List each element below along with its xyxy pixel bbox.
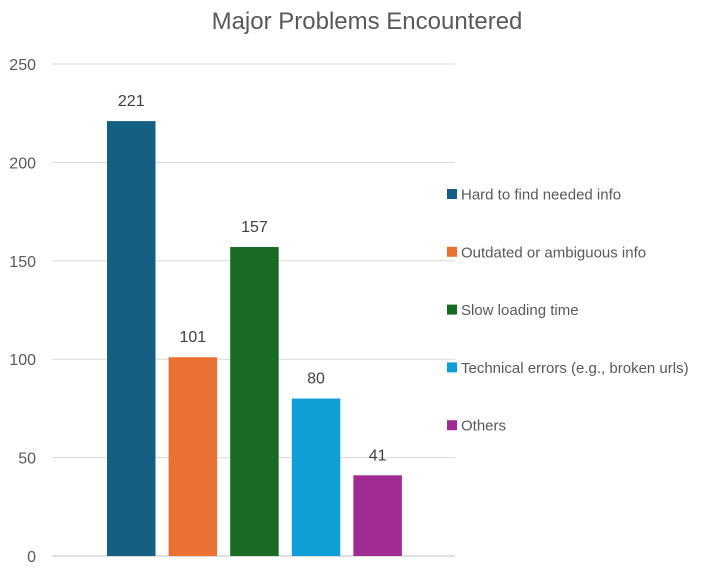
chart-title: Major Problems Encountered — [212, 8, 523, 35]
bar — [230, 247, 279, 557]
legend-swatch — [447, 246, 457, 257]
bar — [107, 121, 156, 557]
data-label: 157 — [241, 219, 268, 236]
bar — [291, 398, 341, 556]
legend-label: Slow loading time — [461, 302, 579, 319]
data-label: 221 — [118, 93, 145, 110]
y-tick-label: 200 — [9, 155, 36, 172]
y-tick-label: 250 — [9, 57, 36, 74]
data-label: 101 — [179, 329, 206, 346]
legend-swatch — [447, 189, 457, 199]
legend-swatch — [447, 304, 457, 315]
y-tick-label: 150 — [9, 254, 36, 271]
legend-swatch — [447, 420, 457, 431]
y-tick-label: 50 — [18, 451, 36, 468]
legend-label: Others — [461, 418, 506, 435]
legend-label: Hard to find needed info — [461, 187, 621, 204]
y-tick-label: 100 — [9, 352, 36, 369]
y-tick-label: 0 — [27, 549, 36, 566]
bar — [353, 475, 402, 556]
legend-label: Technical errors (e.g., broken urls) — [461, 360, 689, 377]
bar — [168, 357, 218, 556]
legend-label: Outdated or ambiguous info — [461, 244, 646, 261]
legend-swatch — [447, 362, 457, 373]
data-label: 41 — [369, 447, 387, 464]
data-label: 80 — [307, 371, 325, 388]
